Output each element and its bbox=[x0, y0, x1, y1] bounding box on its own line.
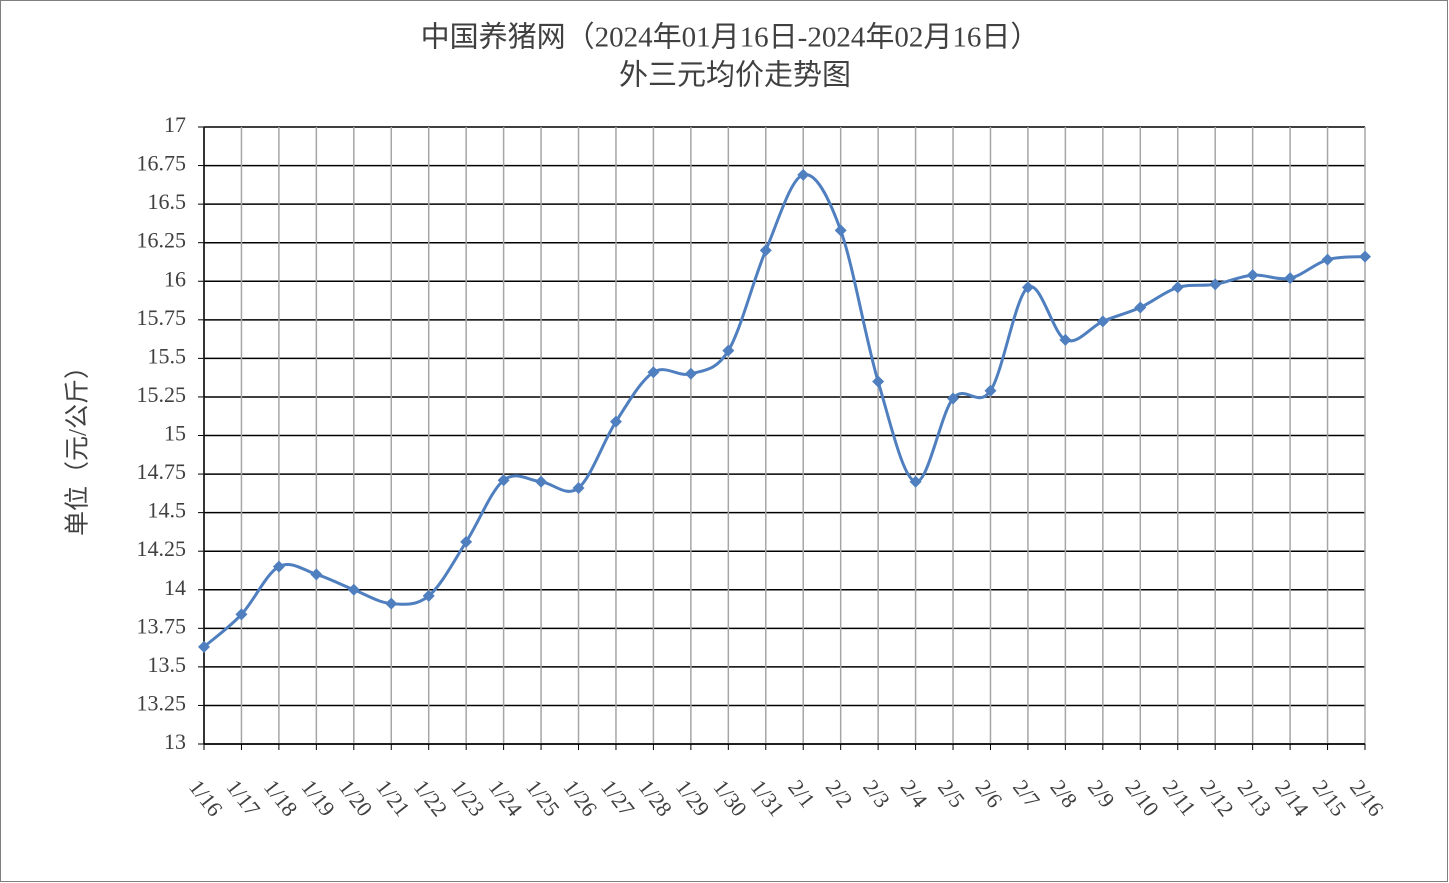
marker bbox=[722, 344, 735, 357]
y-tick-label: 13.75 bbox=[137, 613, 187, 638]
chart-title: 中国养猪网（2024年01月16日-2024年02月16日） bbox=[421, 21, 1040, 54]
marker bbox=[385, 597, 398, 610]
marker bbox=[198, 640, 210, 653]
marker bbox=[1134, 301, 1147, 314]
marker bbox=[1321, 253, 1334, 266]
marker bbox=[872, 375, 885, 388]
y-tick-label: 15.25 bbox=[137, 382, 187, 407]
y-tick-label: 13.5 bbox=[148, 652, 187, 677]
marker bbox=[909, 475, 922, 488]
marker bbox=[1171, 281, 1184, 294]
y-tick-label: 17 bbox=[164, 112, 186, 137]
y-tick-label: 14.25 bbox=[137, 536, 187, 561]
y-tick-label: 13 bbox=[164, 729, 186, 754]
marker bbox=[1246, 269, 1259, 282]
marker bbox=[1096, 315, 1109, 328]
marker bbox=[797, 168, 810, 181]
marker bbox=[984, 384, 997, 397]
marker bbox=[235, 608, 248, 621]
marker bbox=[272, 560, 285, 573]
y-tick-label: 14 bbox=[164, 575, 186, 600]
y-tick-label: 16 bbox=[164, 266, 186, 291]
y-tick-label: 15 bbox=[164, 421, 186, 446]
y-tick-label: 13.25 bbox=[137, 690, 187, 715]
marker bbox=[834, 224, 847, 237]
marker bbox=[609, 415, 622, 428]
y-tick-label: 14.5 bbox=[148, 498, 187, 523]
marker bbox=[647, 366, 660, 379]
y-tick-label: 15.75 bbox=[137, 305, 187, 330]
y-tick-label: 16.25 bbox=[137, 228, 187, 253]
y-axis-label: 单位（元/公斤） bbox=[64, 354, 92, 536]
marker bbox=[460, 535, 473, 548]
y-tick-label: 15.5 bbox=[148, 343, 187, 368]
y-tick-label: 14.75 bbox=[137, 459, 187, 484]
y-tick-label: 16.5 bbox=[148, 189, 187, 214]
marker bbox=[1021, 281, 1034, 294]
marker bbox=[572, 481, 585, 494]
marker bbox=[422, 589, 435, 602]
marker bbox=[759, 244, 772, 257]
marker bbox=[310, 568, 323, 581]
marker bbox=[1359, 250, 1371, 263]
marker bbox=[1284, 272, 1297, 285]
y-tick-label: 16.75 bbox=[137, 151, 187, 176]
chart-subtitle: 外三元均价走势图 bbox=[619, 59, 851, 92]
marker bbox=[347, 583, 360, 596]
marker bbox=[1209, 278, 1222, 291]
marker bbox=[1059, 333, 1072, 346]
marker bbox=[684, 367, 697, 380]
marker bbox=[535, 475, 548, 488]
marker bbox=[497, 474, 510, 487]
marker bbox=[947, 392, 960, 405]
